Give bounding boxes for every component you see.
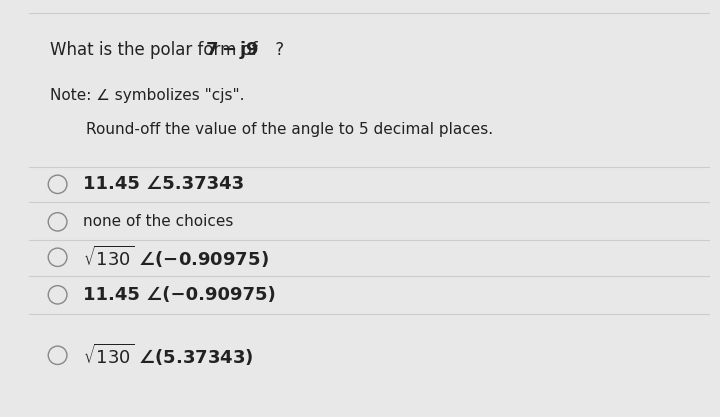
- Text: $\sqrt{130}$ ∠(−0.90975): $\sqrt{130}$ ∠(−0.90975): [83, 244, 269, 270]
- Text: none of the choices: none of the choices: [83, 214, 233, 229]
- Text: What is the polar form of: What is the polar form of: [50, 41, 264, 59]
- Text: Note: ∠ symbolizes "cjs".: Note: ∠ symbolizes "cjs".: [50, 88, 245, 103]
- Text: $\bf{7} - \it{\bf{j}}\bf{9}$: $\bf{7} - \it{\bf{j}}\bf{9}$: [205, 39, 259, 61]
- Text: $\sqrt{130}$ ∠(5.37343): $\sqrt{130}$ ∠(5.37343): [83, 342, 253, 368]
- Text: 11.45 ∠(−0.90975): 11.45 ∠(−0.90975): [83, 286, 276, 304]
- Text: Round-off the value of the angle to 5 decimal places.: Round-off the value of the angle to 5 de…: [86, 122, 493, 137]
- Text: ?: ?: [270, 41, 284, 59]
- Text: 11.45 ∠5.37343: 11.45 ∠5.37343: [83, 175, 244, 193]
